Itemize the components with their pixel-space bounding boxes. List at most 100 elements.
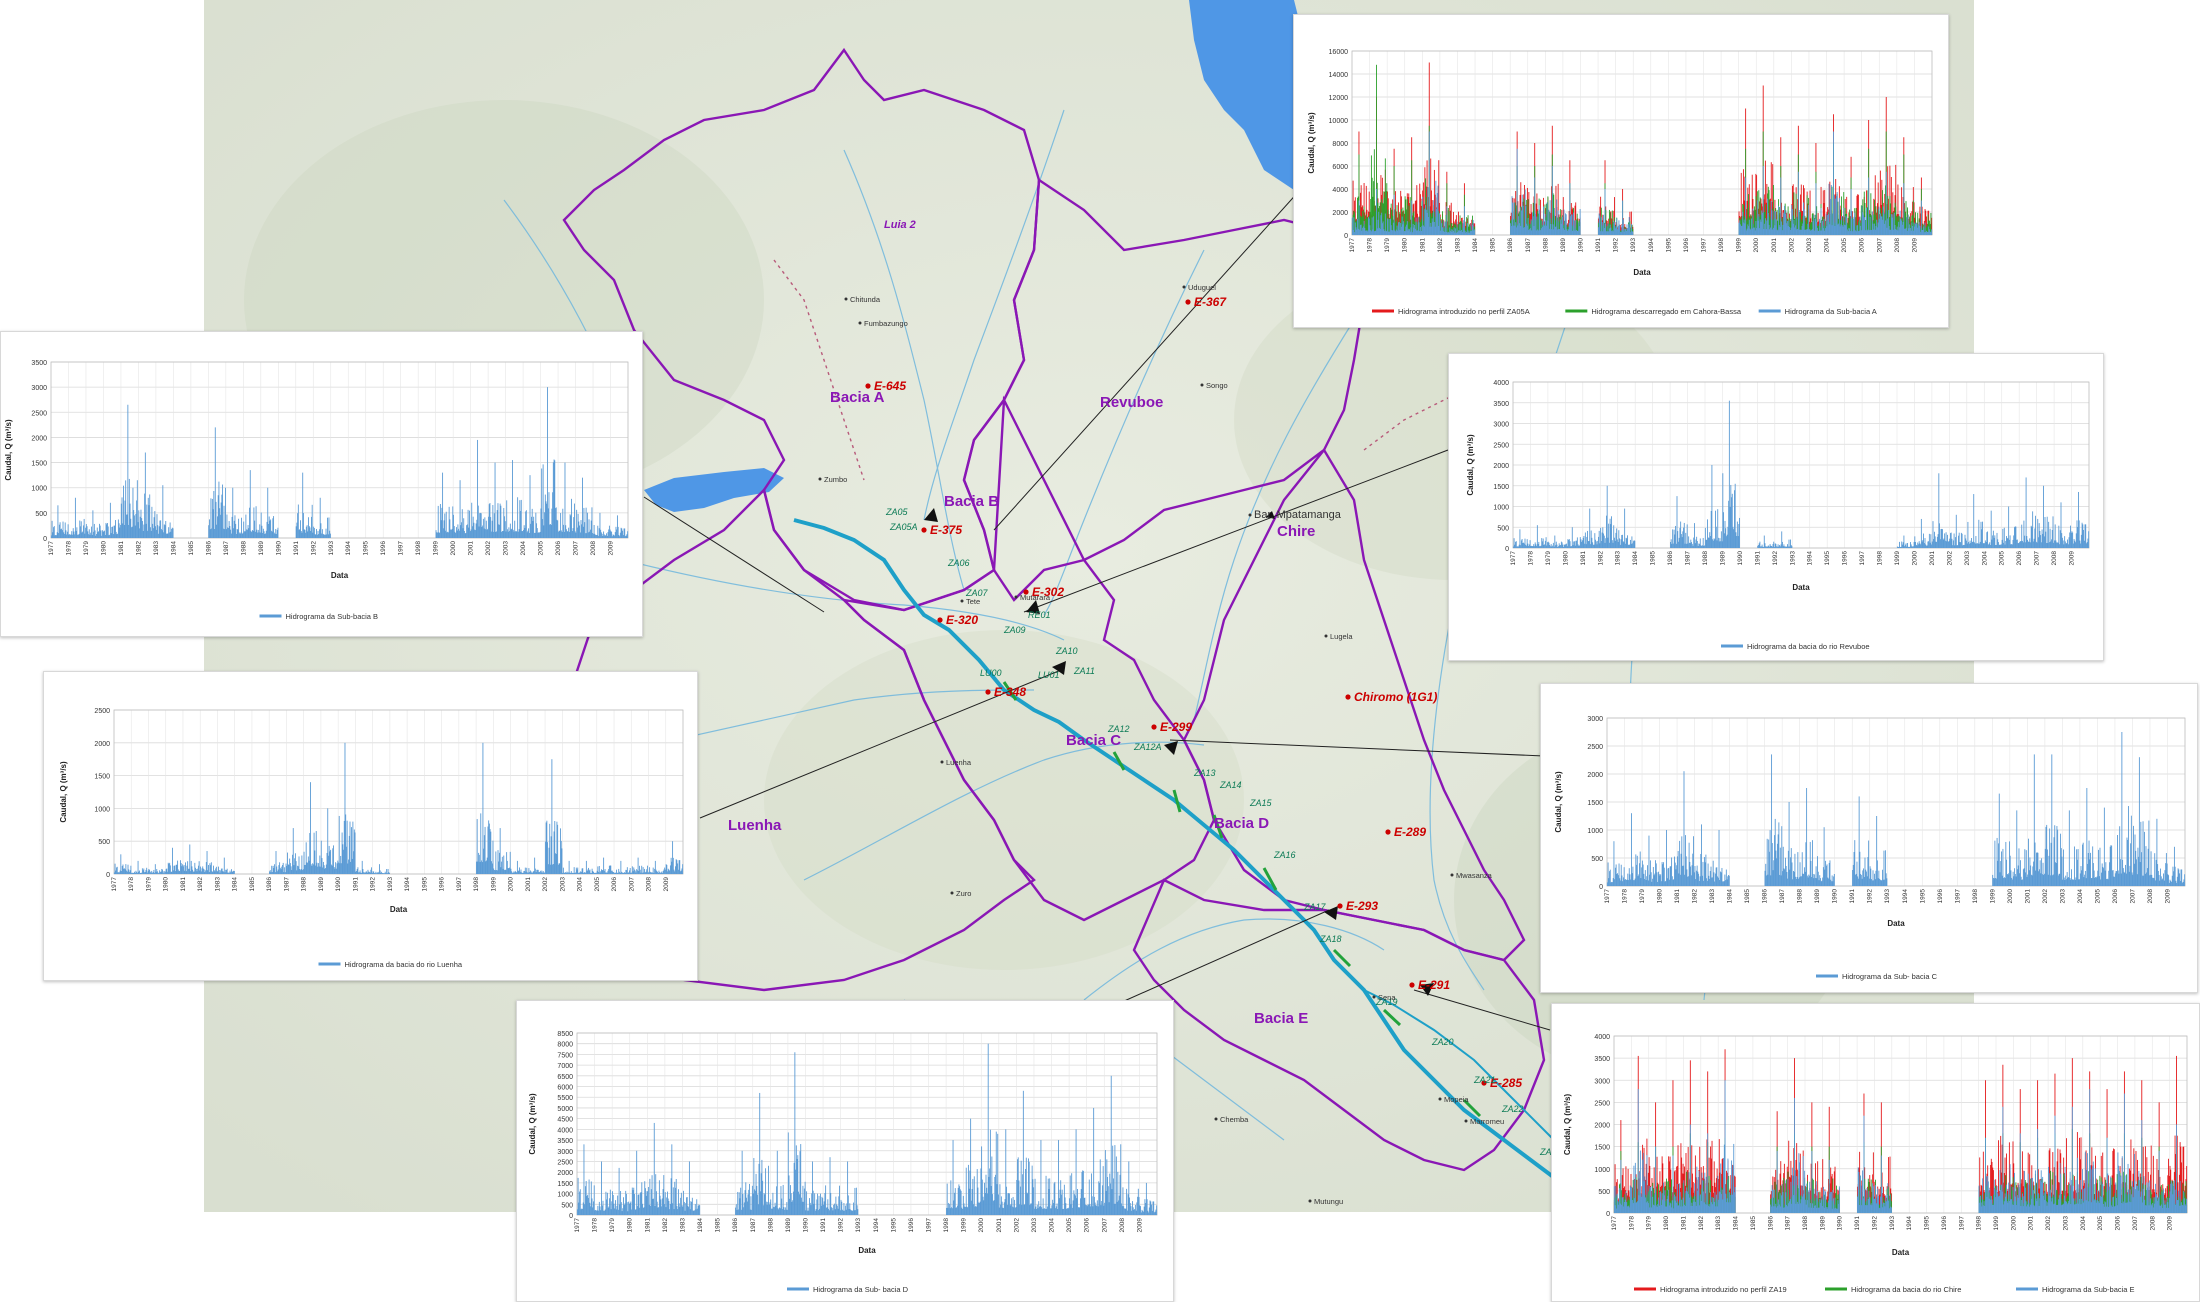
spike-bar — [1852, 870, 1854, 886]
spike-bar — [491, 863, 493, 874]
spike-bar — [1998, 544, 2000, 548]
spike-bar — [1604, 189, 1606, 235]
spike-bar — [2131, 872, 2133, 886]
spike-bar — [1472, 224, 1473, 235]
spike-bar — [1827, 215, 1829, 235]
spike-bar — [1769, 229, 1771, 235]
spike-bar — [670, 857, 672, 874]
spike-bar — [242, 532, 244, 538]
y-tick-label: 5000 — [557, 1106, 573, 1113]
spike-bar — [1863, 876, 1865, 886]
spike-bar — [583, 507, 585, 538]
spike-bar — [1389, 218, 1391, 235]
spike-bar — [384, 871, 386, 874]
legend-label: Hidrograma da Sub-bacia A — [1785, 307, 1877, 316]
spike-bar — [1466, 217, 1468, 235]
spike-bar — [2078, 879, 2080, 886]
spike-bar — [675, 866, 676, 874]
reach-label: LU00 — [980, 668, 1002, 678]
spike-bar — [624, 872, 626, 874]
spike-bar — [1792, 184, 1794, 235]
spike-bar — [1381, 212, 1383, 235]
place-label: Mopeia — [1444, 1095, 1469, 1104]
spike-bar — [1528, 545, 1530, 548]
spike-bar — [114, 863, 116, 874]
x-tick-label: 1996 — [439, 877, 446, 892]
spike-bar — [1369, 211, 1371, 235]
spike-bar — [499, 503, 501, 538]
spike-bar — [2081, 522, 2083, 548]
spike-bar — [1944, 533, 1946, 548]
spike-bar — [2057, 542, 2059, 548]
spike-bar — [1924, 222, 1926, 235]
spike-bar — [1862, 870, 1864, 886]
spike-bar — [1583, 535, 1585, 548]
spike-bar — [1688, 536, 1690, 548]
spike-bar — [779, 1208, 781, 1215]
spike-bar — [639, 869, 641, 874]
spike-bar — [107, 526, 109, 538]
spike-bar — [551, 508, 553, 538]
spike-bar — [541, 468, 543, 538]
spike-bar — [1856, 195, 1858, 235]
spike-bar — [2065, 543, 2067, 548]
spike-bar — [1749, 219, 1751, 235]
spike-bar — [563, 531, 565, 538]
spike-bar — [2040, 535, 2042, 548]
spike-bar — [1904, 546, 1906, 548]
spike-bar — [1736, 535, 1738, 548]
spike-bar — [801, 1197, 802, 1215]
spike-bar — [600, 871, 602, 874]
spike-bar — [1939, 523, 1940, 548]
spike-bar — [1529, 229, 1531, 235]
spike-bar — [1797, 218, 1799, 235]
spike-bar — [1811, 222, 1812, 235]
spike-bar — [597, 525, 599, 538]
spike-bar — [138, 871, 140, 874]
y-tick-label: 500 — [98, 839, 110, 846]
spike-bar — [746, 1201, 748, 1215]
x-tick-label: 2000 — [2007, 889, 2014, 904]
spike-bar — [178, 871, 180, 874]
spike-bar — [486, 860, 487, 874]
spike-bar — [2139, 862, 2141, 886]
y-tick-label: 3000 — [557, 1149, 573, 1156]
reach-label: ZA06 — [947, 558, 970, 568]
spike-bar — [162, 485, 164, 538]
spike-bar — [1565, 213, 1566, 235]
spike-bar — [462, 528, 464, 538]
spike-bar — [593, 1201, 594, 1215]
y-tick-label: 1500 — [1587, 800, 1603, 807]
series-1 — [576, 1043, 1158, 1215]
spike-bar — [179, 870, 181, 874]
spike-bar — [1807, 223, 1809, 235]
spike-bar — [1621, 535, 1623, 548]
spike-bar — [615, 526, 617, 538]
spike-bar — [1548, 228, 1550, 235]
spike-bar — [1360, 185, 1362, 235]
spike-bar — [2048, 521, 2050, 548]
spike-bar — [296, 522, 298, 538]
spike-bar — [1910, 544, 1912, 548]
spike-bar — [146, 872, 148, 874]
spike-bar — [1776, 843, 1778, 886]
x-tick-label: 1992 — [310, 541, 317, 556]
spike-bar — [152, 872, 154, 874]
spike-bar — [1831, 875, 1833, 886]
spike-bar — [1773, 541, 1775, 548]
spike-bar — [282, 865, 283, 874]
spike-bar — [1679, 874, 1681, 886]
spike-bar — [1455, 232, 1457, 235]
spike-bar — [1938, 473, 1940, 548]
spike-bar — [1396, 205, 1398, 235]
spike-bar — [120, 854, 122, 874]
spike-bar — [2046, 516, 2048, 548]
spike-bar — [1855, 207, 1857, 235]
spike-bar — [1846, 217, 1848, 235]
spike-bar — [2175, 880, 2177, 886]
spike-bar — [2117, 870, 2119, 886]
spike-bar — [575, 867, 577, 874]
spike-bar — [2035, 515, 2036, 548]
spike-bar — [230, 872, 232, 874]
spike-bar — [792, 1191, 794, 1215]
